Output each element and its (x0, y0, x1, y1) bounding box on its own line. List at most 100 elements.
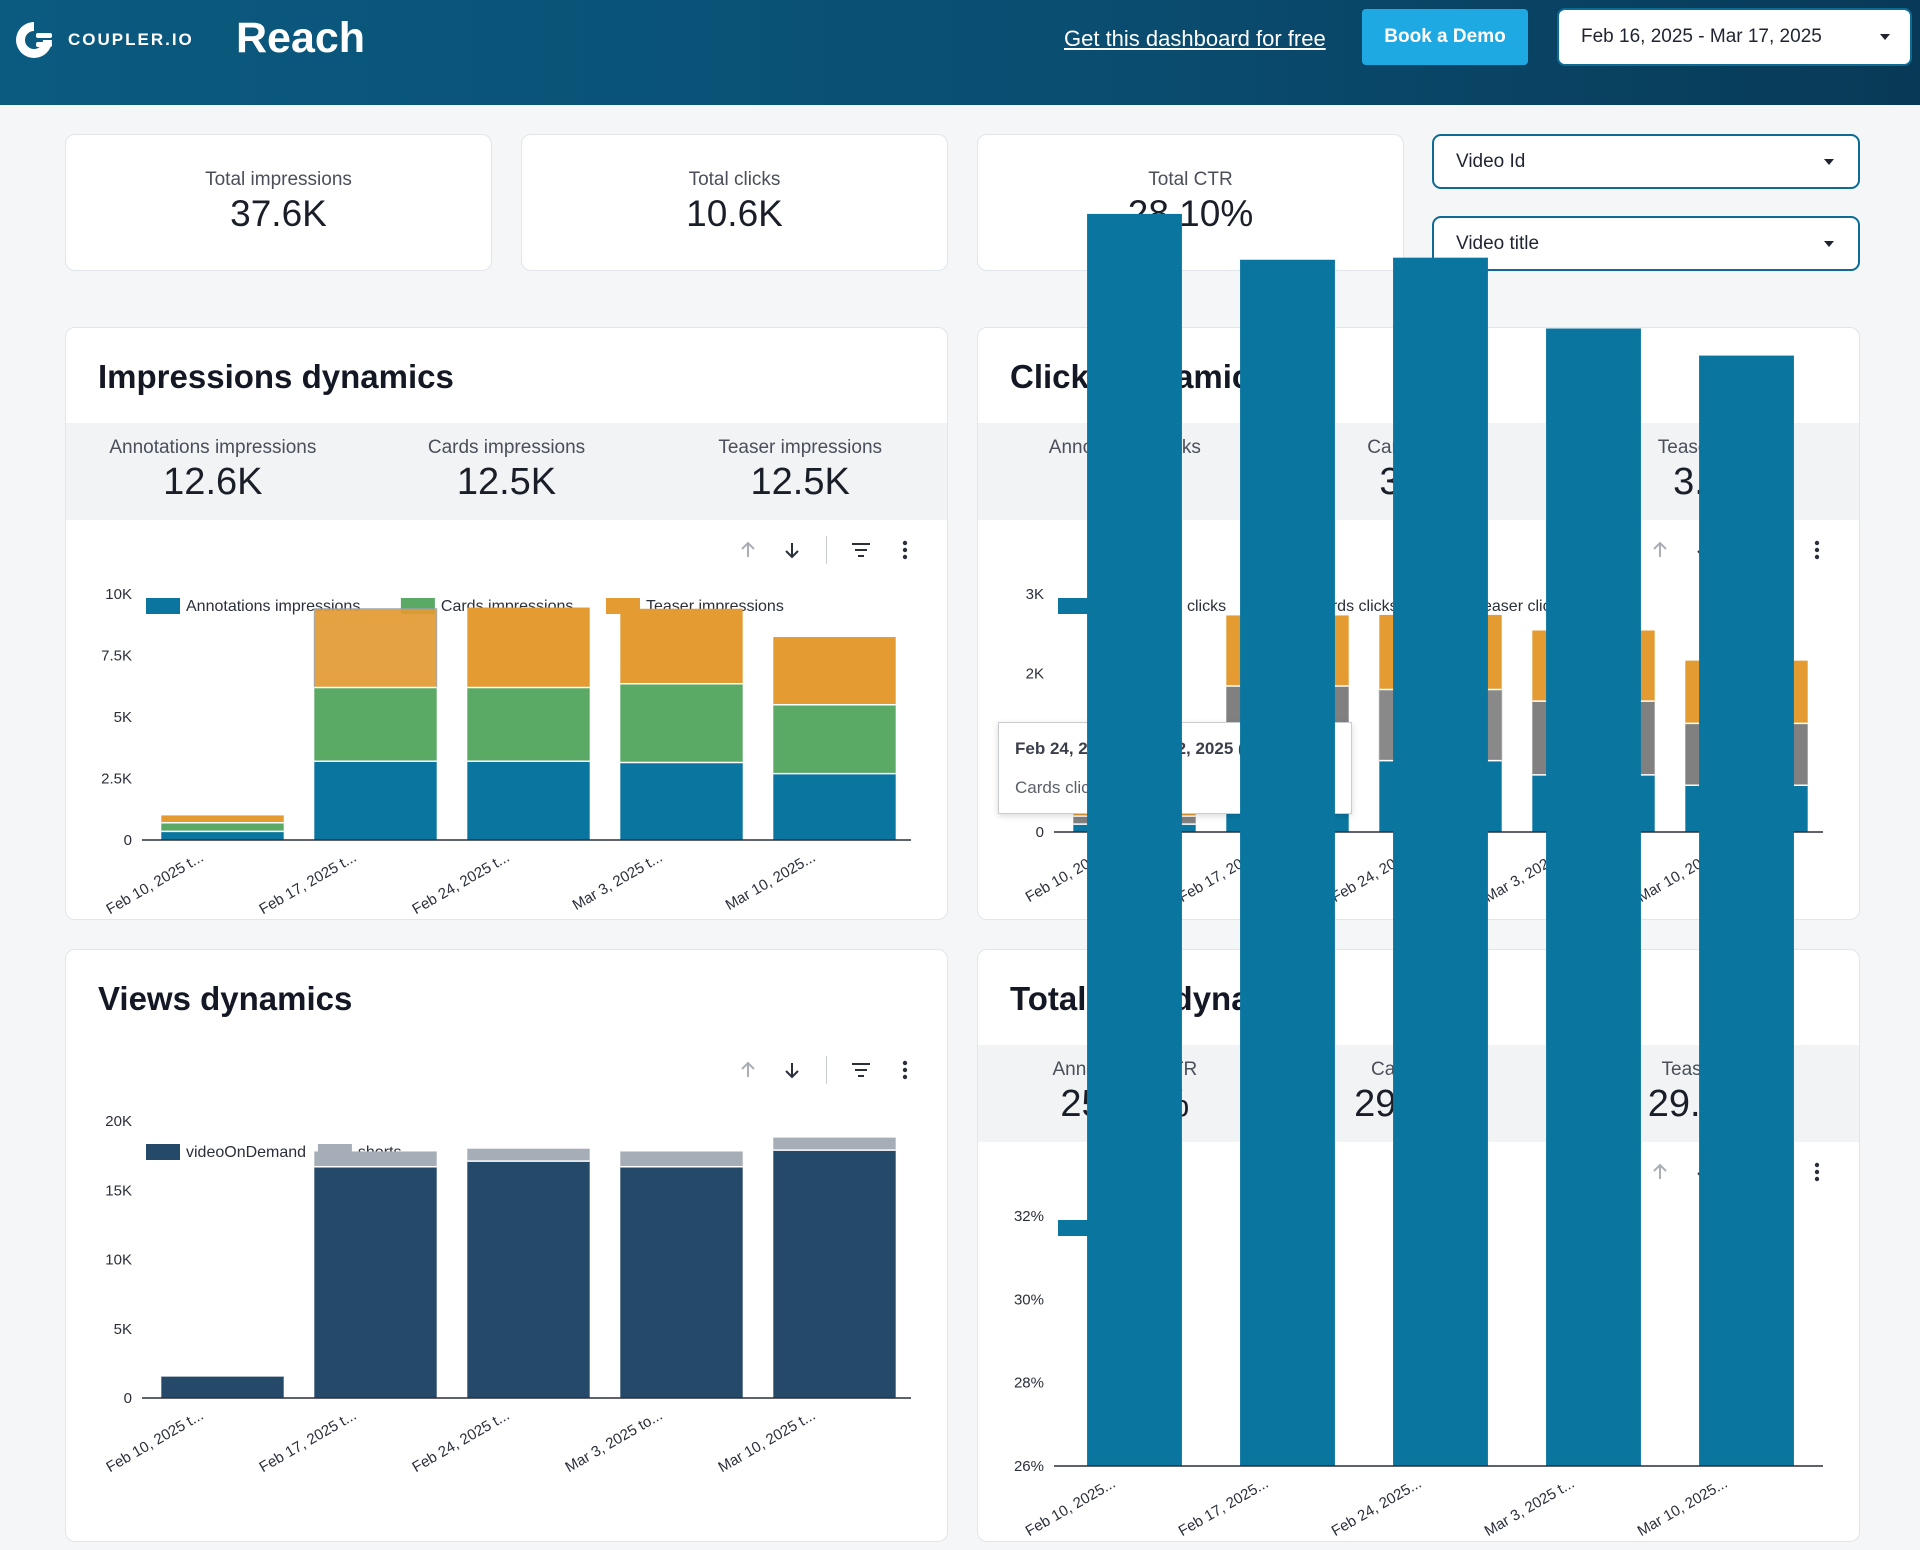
x-tick-label: Feb 24, 2025 t... (409, 1407, 512, 1476)
x-tick-label: Feb 17, 2025... (1176, 1475, 1272, 1540)
bar-shorts (620, 1151, 743, 1167)
metric-label: Teaser impressions (718, 437, 883, 458)
get-dashboard-link[interactable]: Get this dashboard for free (1064, 26, 1326, 51)
bar-teaser-impressions (313, 608, 438, 688)
bar-total-ctr (1699, 355, 1794, 1467)
bar-videoondemand (620, 1166, 743, 1398)
bar-videoondemand (314, 1166, 437, 1398)
x-tick-label: Feb 17, 2025 t... (256, 1407, 359, 1476)
kpi-total-ctr: Total CTR 28.10% (977, 134, 1404, 271)
video-title-filter[interactable]: Video title (1432, 216, 1860, 271)
x-tick-label: Feb 17, 2025 t... (256, 849, 359, 918)
panel-title: Impressions dynamics (98, 358, 454, 395)
y-tick-label: 2.5K (101, 771, 132, 788)
bar-teaser-impressions (161, 815, 284, 823)
y-tick-label: 5K (114, 709, 132, 726)
bar-total-ctr (1087, 213, 1182, 1466)
kpi-value: 10.6K (686, 193, 783, 234)
x-tick-label: Mar 10, 2025... (1635, 1475, 1731, 1540)
bar-shorts (314, 1151, 437, 1167)
page-title: Reach (236, 14, 366, 62)
chart-toolbar (726, 1053, 927, 1087)
metric-label: Annotations impressions (109, 437, 317, 458)
logo-text: COUPLER.IO (68, 30, 194, 49)
bar-total-ctr (1240, 259, 1335, 1466)
kpi-label: Total impressions (205, 169, 352, 190)
y-tick-label: 5K (114, 1321, 132, 1338)
date-range-picker[interactable]: Feb 16, 2025 - Mar 17, 2025 (1557, 8, 1912, 66)
y-tick-label: 0 (124, 1390, 132, 1407)
y-tick-label: 10K (105, 1252, 132, 1269)
video-id-filter-label: Video Id (1456, 150, 1526, 172)
chevron-down-icon (1824, 159, 1834, 165)
sort-ascending-icon[interactable] (726, 533, 770, 567)
x-tick-label: Mar 10, 2025 t... (715, 1407, 818, 1476)
chart-toolbar (726, 533, 927, 567)
ctr-chart: Total CTR26%28%30%32%Feb 10, 2025...Feb … (1014, 213, 1823, 1540)
x-tick-label: Mar 10, 2025... (723, 849, 819, 914)
views-panel: Views dynamics videoOnDemandshorts05K10K… (65, 949, 948, 1542)
x-tick-label: Mar 3, 2025 to... (562, 1407, 665, 1476)
bar-total-ctr (1546, 328, 1641, 1466)
video-id-filter[interactable]: Video Id (1432, 134, 1860, 189)
y-tick-label: 15K (105, 1182, 132, 1199)
views-chart: videoOnDemandshorts05K10K15K20KFeb 10, 2… (103, 1113, 911, 1476)
bar-annotations-impressions (620, 762, 743, 840)
y-tick-label: 26% (1014, 1458, 1044, 1475)
legend-swatch (1058, 598, 1092, 614)
legend-label: Teaser clicks (1475, 598, 1567, 615)
x-tick-label: Mar 3, 2025 t... (1482, 1475, 1578, 1540)
kpi-total-clicks: Total clicks 10.6K (521, 134, 948, 271)
sort-descending-icon[interactable] (770, 533, 814, 567)
bar-annotations-impressions (467, 761, 590, 840)
more-options-icon[interactable] (883, 1053, 927, 1087)
bar-annotations-impressions (161, 831, 284, 840)
impressions-panel: Impressions dynamics Annotations impress… (65, 327, 948, 920)
video-title-filter-label: Video title (1456, 232, 1540, 254)
date-range-value: Feb 16, 2025 - Mar 17, 2025 (1581, 26, 1822, 47)
x-tick-label: Feb 24, 2025 t... (409, 849, 512, 918)
chevron-down-icon (1880, 34, 1890, 40)
kpi-total-impressions: Total impressions 37.6K (65, 134, 492, 271)
y-tick-label: 20K (105, 1113, 132, 1130)
metric-value: 12.5K (750, 461, 850, 503)
legend-swatch (146, 1144, 180, 1160)
y-tick-label: 30% (1014, 1291, 1044, 1308)
x-tick-label: Feb 24, 2025... (1329, 1475, 1425, 1540)
coupler-logo-icon (16, 22, 52, 58)
sort-ascending-icon[interactable] (726, 1053, 770, 1087)
more-options-icon[interactable] (1795, 533, 1839, 567)
filter-icon[interactable] (839, 533, 883, 567)
filter-icon[interactable] (839, 1053, 883, 1087)
chevron-down-icon (1824, 241, 1834, 247)
metrics-band: Annotations impressions 12.6K Cards impr… (66, 423, 947, 520)
metric-teaser-impressions: Teaser impressions 12.5K (653, 423, 947, 520)
header-bar: COUPLER.IO Reach Get this dashboard for … (0, 0, 1920, 105)
panel-title: Views dynamics (98, 980, 353, 1017)
bar-videoondemand (773, 1150, 896, 1398)
y-tick-label: 32% (1014, 1208, 1044, 1225)
metric-value: 12.6K (163, 461, 263, 503)
sort-ascending-icon[interactable] (1638, 533, 1682, 567)
legend-label: videoOnDemand (186, 1144, 306, 1161)
bar-shorts (467, 1148, 590, 1162)
more-options-icon[interactable] (1795, 1155, 1839, 1189)
sort-ascending-icon[interactable] (1638, 1155, 1682, 1189)
bar-videoondemand (467, 1161, 590, 1398)
bar-cards-impressions (161, 822, 284, 832)
sort-descending-icon[interactable] (770, 1053, 814, 1087)
legend-swatch (146, 598, 180, 614)
bar-teaser-impressions (620, 608, 743, 684)
x-tick-label: Mar 3, 2025 t... (570, 849, 666, 914)
logo[interactable]: COUPLER.IO (12, 18, 194, 62)
y-tick-label: 10K (105, 586, 132, 603)
x-tick-label: Feb 10, 2025 t... (103, 1407, 206, 1476)
bar-teaser-impressions (467, 607, 590, 688)
bar-annotations-impressions (314, 761, 437, 840)
bar-cards-impressions (773, 704, 896, 774)
bar-shorts (773, 1137, 896, 1151)
book-demo-button[interactable]: Book a Demo (1362, 9, 1528, 65)
bar-teaser-impressions (773, 637, 896, 705)
more-options-icon[interactable] (883, 533, 927, 567)
y-tick-label: 7.5K (101, 648, 132, 665)
